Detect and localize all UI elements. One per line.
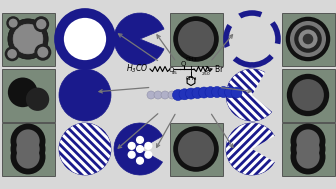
Text: $\mathregular{O}$: $\mathregular{O}$ bbox=[180, 60, 187, 68]
Circle shape bbox=[34, 44, 51, 61]
Circle shape bbox=[226, 123, 278, 175]
Circle shape bbox=[8, 77, 38, 107]
Circle shape bbox=[145, 151, 152, 158]
Circle shape bbox=[154, 91, 162, 99]
Circle shape bbox=[287, 74, 329, 116]
Wedge shape bbox=[114, 13, 164, 65]
Circle shape bbox=[179, 89, 190, 100]
Circle shape bbox=[185, 88, 197, 99]
Circle shape bbox=[36, 19, 46, 29]
Circle shape bbox=[296, 145, 320, 169]
Text: $\mathregular{_{250}}$: $\mathregular{_{250}}$ bbox=[201, 70, 211, 78]
Circle shape bbox=[298, 29, 318, 49]
Text: $\mathregular{H_3CO}$: $\mathregular{H_3CO}$ bbox=[126, 63, 148, 75]
Circle shape bbox=[296, 137, 320, 161]
Circle shape bbox=[7, 49, 17, 59]
Circle shape bbox=[291, 124, 326, 159]
Circle shape bbox=[296, 129, 320, 153]
Circle shape bbox=[33, 16, 49, 32]
Circle shape bbox=[178, 21, 214, 57]
Circle shape bbox=[59, 69, 111, 121]
Circle shape bbox=[8, 19, 48, 59]
Circle shape bbox=[59, 13, 111, 65]
Circle shape bbox=[199, 87, 210, 98]
Bar bbox=[282, 68, 335, 122]
Circle shape bbox=[137, 157, 143, 164]
Circle shape bbox=[173, 16, 219, 62]
Circle shape bbox=[13, 24, 43, 54]
Circle shape bbox=[290, 21, 326, 57]
Circle shape bbox=[37, 47, 48, 58]
Bar bbox=[282, 122, 335, 176]
Circle shape bbox=[59, 123, 111, 175]
Circle shape bbox=[9, 19, 17, 28]
Bar bbox=[169, 122, 222, 176]
Circle shape bbox=[10, 124, 45, 159]
Wedge shape bbox=[252, 71, 280, 113]
Circle shape bbox=[128, 151, 135, 158]
Circle shape bbox=[294, 25, 322, 53]
Text: $\mathregular{Br}$: $\mathregular{Br}$ bbox=[214, 64, 224, 74]
Circle shape bbox=[291, 132, 326, 167]
Text: $\mathregular{_{45}}$: $\mathregular{_{45}}$ bbox=[171, 69, 178, 77]
Circle shape bbox=[137, 146, 143, 152]
Circle shape bbox=[173, 126, 219, 172]
Bar bbox=[282, 12, 335, 66]
Circle shape bbox=[10, 132, 45, 167]
Circle shape bbox=[16, 137, 40, 161]
Circle shape bbox=[231, 87, 242, 98]
Circle shape bbox=[5, 46, 19, 61]
Bar bbox=[1, 12, 54, 66]
Circle shape bbox=[292, 79, 324, 111]
Circle shape bbox=[137, 136, 143, 143]
Circle shape bbox=[6, 16, 20, 30]
Circle shape bbox=[211, 87, 222, 98]
Circle shape bbox=[16, 129, 40, 153]
Circle shape bbox=[16, 145, 40, 169]
Text: $\mathregular{CH_3}$: $\mathregular{CH_3}$ bbox=[185, 74, 197, 83]
Circle shape bbox=[205, 87, 216, 98]
Circle shape bbox=[26, 88, 49, 111]
Circle shape bbox=[145, 143, 152, 149]
Bar bbox=[169, 12, 222, 66]
Circle shape bbox=[147, 91, 155, 99]
Bar bbox=[1, 122, 54, 176]
Circle shape bbox=[303, 34, 313, 44]
Circle shape bbox=[286, 17, 330, 61]
Wedge shape bbox=[252, 135, 280, 163]
Circle shape bbox=[172, 90, 183, 101]
Circle shape bbox=[161, 91, 169, 99]
Circle shape bbox=[226, 69, 278, 121]
Circle shape bbox=[291, 139, 326, 174]
Circle shape bbox=[224, 87, 236, 98]
Circle shape bbox=[192, 88, 203, 98]
Circle shape bbox=[10, 139, 45, 174]
Circle shape bbox=[178, 131, 214, 167]
Text: $\mathregular{O}$: $\mathregular{O}$ bbox=[168, 64, 175, 74]
Bar bbox=[1, 68, 54, 122]
Wedge shape bbox=[114, 123, 163, 175]
Circle shape bbox=[128, 143, 135, 149]
Text: $\mathregular{CH_3}$: $\mathregular{CH_3}$ bbox=[185, 55, 197, 64]
Circle shape bbox=[168, 91, 176, 99]
Circle shape bbox=[218, 87, 229, 98]
